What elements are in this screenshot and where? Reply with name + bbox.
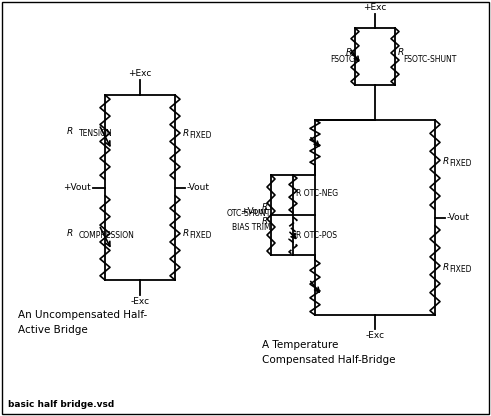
Text: R OTC-NEG: R OTC-NEG: [296, 190, 338, 198]
Text: OTC-SHUNT: OTC-SHUNT: [227, 209, 271, 218]
Text: R: R: [67, 229, 73, 238]
Text: BIAS TRIM: BIAS TRIM: [232, 223, 271, 232]
Text: +Vout: +Vout: [240, 206, 268, 215]
Text: R: R: [183, 229, 189, 238]
Text: R: R: [398, 48, 404, 57]
Text: R: R: [67, 127, 73, 136]
Text: R: R: [262, 203, 268, 211]
Text: R: R: [262, 216, 268, 225]
Text: R: R: [183, 129, 189, 138]
Text: COMPRESSION: COMPRESSION: [79, 231, 135, 240]
Text: FIXED: FIXED: [449, 159, 471, 168]
Text: +Vout: +Vout: [63, 183, 91, 192]
Text: An Uncompensated Half-
Active Bridge: An Uncompensated Half- Active Bridge: [18, 310, 147, 335]
Text: -Vout: -Vout: [447, 213, 470, 222]
Text: FSOTC: FSOTC: [331, 54, 355, 64]
Text: basic half bridge.vsd: basic half bridge.vsd: [8, 400, 114, 409]
Text: FIXED: FIXED: [189, 131, 212, 140]
Text: R OTC-POS: R OTC-POS: [296, 231, 337, 240]
Text: -Exc: -Exc: [365, 331, 384, 340]
Text: FSOTC-SHUNT: FSOTC-SHUNT: [403, 54, 456, 64]
Text: FIXED: FIXED: [189, 231, 212, 240]
Text: TENSION: TENSION: [79, 129, 113, 138]
Text: +Exc: +Exc: [363, 3, 387, 12]
Text: -Vout: -Vout: [187, 183, 210, 192]
Text: +Exc: +Exc: [128, 69, 152, 78]
Text: R: R: [443, 263, 449, 272]
Text: R: R: [443, 157, 449, 166]
Text: R: R: [346, 48, 352, 57]
Text: -Exc: -Exc: [131, 297, 150, 306]
Text: A Temperature
Compensated Half-Bridge: A Temperature Compensated Half-Bridge: [262, 340, 395, 365]
Text: FIXED: FIXED: [449, 265, 471, 274]
